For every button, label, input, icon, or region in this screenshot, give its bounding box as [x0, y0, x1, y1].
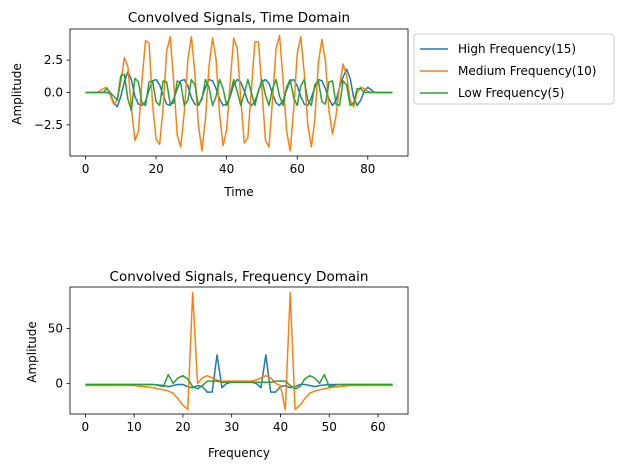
frequency-domain-x-tick-label: 0	[82, 420, 90, 434]
legend-frame	[413, 33, 615, 105]
time-domain-x-tick-label: 60	[290, 162, 305, 176]
frequency-domain-chart: Convolved Signals, Frequency Domain Freq…	[25, 269, 409, 460]
frequency-domain-series-low-frequency	[85, 373, 393, 390]
time-domain-chart: Convolved Signals, Time Domain Time Ampl…	[10, 10, 409, 199]
legend-entry-medium-frequency: Medium Frequency(10)	[420, 64, 596, 78]
legend: High Frequency(15) Medium Frequency(10) …	[413, 33, 615, 105]
time-domain-y-tick-label: −2.5	[34, 118, 63, 132]
time-domain-plot-frame	[69, 28, 409, 157]
frequency-domain-x-tick-label: 20	[175, 420, 190, 434]
time-domain-x-tick-label: 0	[82, 162, 90, 176]
legend-label-high-frequency: High Frequency(15)	[458, 42, 576, 56]
frequency-domain-y-tick-label: 0	[55, 376, 63, 390]
time-domain-y-tick-label: 2.5	[44, 53, 63, 67]
frequency-domain-xlabel: Frequency	[208, 446, 270, 460]
frequency-domain-ticks: 0 10 20 30 40 50 60 50 0	[48, 322, 386, 434]
legend-label-medium-frequency: Medium Frequency(10)	[458, 64, 596, 78]
legend-label-low-frequency: Low Frequency(5)	[458, 86, 564, 100]
frequency-domain-plot-frame	[69, 286, 409, 415]
frequency-domain-x-tick-label: 10	[126, 420, 141, 434]
legend-entry-high-frequency: High Frequency(15)	[420, 42, 576, 56]
frequency-domain-series-medium-frequency	[85, 291, 393, 411]
time-domain-ylabel: Amplitude	[10, 63, 24, 125]
legend-entry-low-frequency: Low Frequency(5)	[420, 86, 564, 100]
frequency-domain-x-tick-label: 30	[224, 420, 239, 434]
time-domain-lines	[85, 34, 393, 152]
time-domain-xlabel: Time	[223, 185, 253, 199]
time-domain-x-tick-label: 40	[219, 162, 234, 176]
time-domain-title: Convolved Signals, Time Domain	[128, 10, 350, 26]
time-domain-x-tick-label: 80	[360, 162, 375, 176]
time-domain-ticks: 0 20 40 60 80 2.5 0.0 −2.5	[34, 53, 376, 176]
frequency-domain-ylabel: Amplitude	[25, 321, 39, 383]
frequency-domain-x-tick-label: 60	[370, 420, 385, 434]
frequency-domain-x-tick-label: 40	[273, 420, 288, 434]
frequency-domain-x-tick-label: 50	[322, 420, 337, 434]
time-domain-y-tick-label: 0.0	[44, 86, 63, 100]
frequency-domain-lines	[85, 291, 393, 411]
time-domain-x-tick-label: 20	[148, 162, 163, 176]
time-domain-series-medium-frequency	[85, 34, 393, 152]
time-domain-series-low-frequency	[85, 73, 393, 112]
frequency-domain-y-tick-label: 50	[48, 322, 63, 336]
frequency-domain-title: Convolved Signals, Frequency Domain	[110, 269, 369, 285]
